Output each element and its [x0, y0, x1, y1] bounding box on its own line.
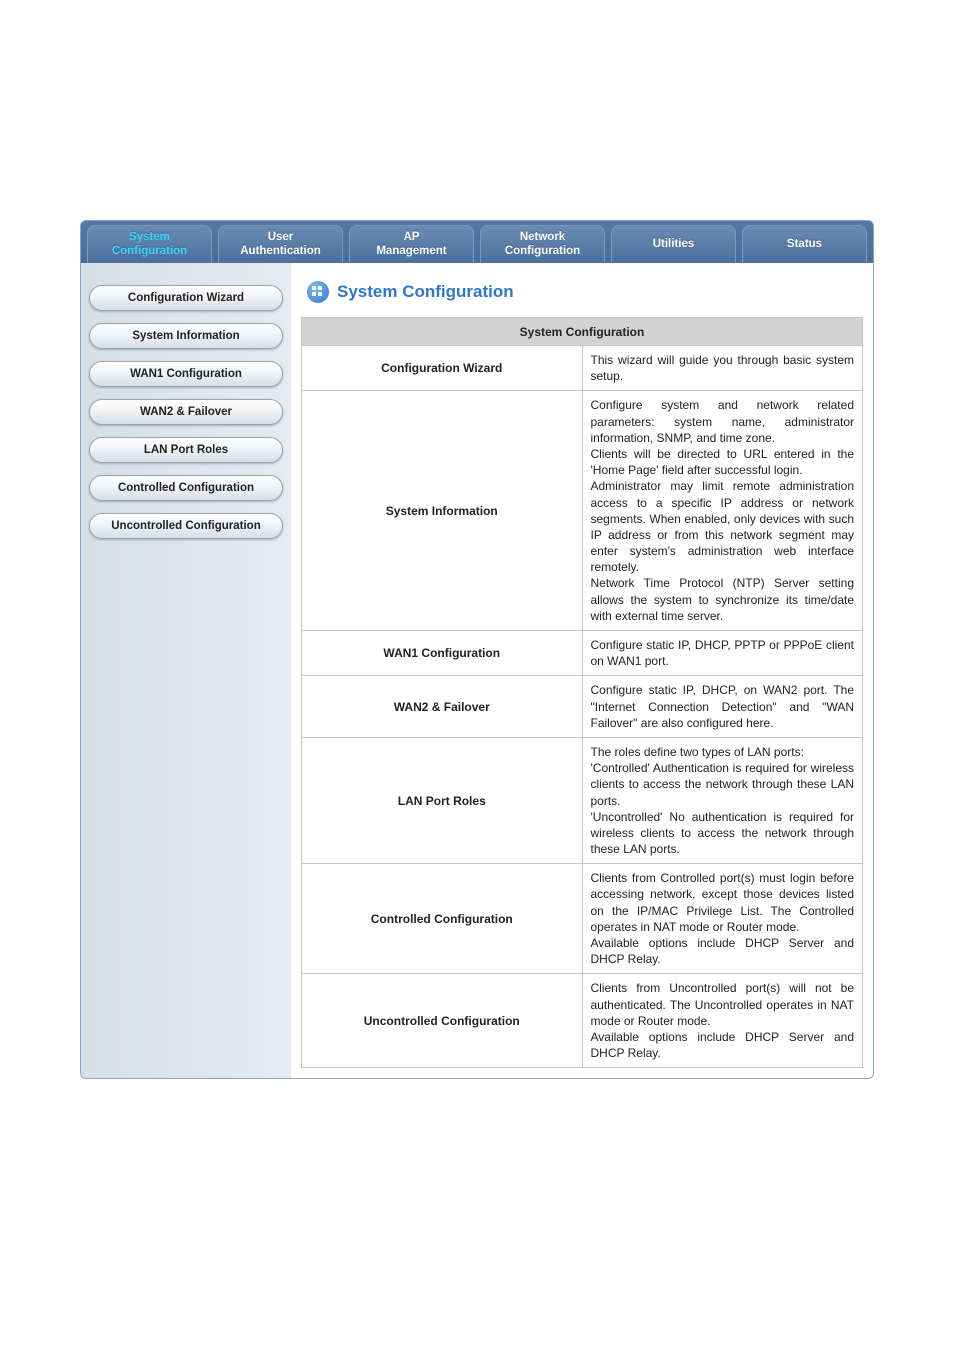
content-wrap: Configuration Wizard System Information …	[81, 263, 873, 1078]
sidebar-item-system-information[interactable]: System Information	[89, 323, 283, 349]
tab-label: APManagement	[376, 231, 446, 259]
table-row: WAN2 & Failover Configure static IP, DHC…	[302, 676, 863, 738]
tab-system-configuration[interactable]: SystemConfiguration	[87, 225, 212, 263]
sidebar: Configuration Wizard System Information …	[81, 263, 291, 1078]
sidebar-item-wan2-failover[interactable]: WAN2 & Failover	[89, 399, 283, 425]
sidebar-item-uncontrolled-configuration[interactable]: Uncontrolled Configuration	[89, 513, 283, 539]
row-desc: Configure system and network related par…	[582, 391, 863, 631]
row-label: LAN Port Roles	[302, 737, 583, 863]
tab-ap-management[interactable]: APManagement	[349, 225, 474, 263]
row-desc: Clients from Controlled port(s) must log…	[582, 864, 863, 974]
sidebar-item-label: WAN2 & Failover	[140, 406, 232, 418]
row-desc: Configure static IP, DHCP, on WAN2 port.…	[582, 676, 863, 738]
config-table: System Configuration Configuration Wizar…	[301, 317, 863, 1068]
row-desc: This wizard will guide you through basic…	[582, 346, 863, 391]
row-label: Uncontrolled Configuration	[302, 974, 583, 1068]
tab-label: NetworkConfiguration	[505, 231, 580, 259]
sidebar-item-label: Configuration Wizard	[128, 292, 244, 304]
row-desc: Configure static IP, DHCP, PPTP or PPPoE…	[582, 631, 863, 676]
tab-network-configuration[interactable]: NetworkConfiguration	[480, 225, 605, 263]
tab-status[interactable]: Status	[742, 225, 867, 263]
row-label: System Information	[302, 391, 583, 631]
sidebar-item-controlled-configuration[interactable]: Controlled Configuration	[89, 475, 283, 501]
page-title: System Configuration	[337, 282, 514, 302]
sidebar-item-configuration-wizard[interactable]: Configuration Wizard	[89, 285, 283, 311]
row-desc: Clients from Uncontrolled port(s) will n…	[582, 974, 863, 1068]
table-row: System Information Configure system and …	[302, 391, 863, 631]
row-label: Configuration Wizard	[302, 346, 583, 391]
sidebar-item-lan-port-roles[interactable]: LAN Port Roles	[89, 437, 283, 463]
sidebar-item-label: System Information	[132, 330, 239, 342]
table-row: LAN Port Roles The roles define two type…	[302, 737, 863, 863]
table-row: Configuration Wizard This wizard will gu…	[302, 346, 863, 391]
tab-label: Status	[787, 238, 822, 252]
table-row: WAN1 Configuration Configure static IP, …	[302, 631, 863, 676]
top-tabs: SystemConfiguration UserAuthentication A…	[81, 221, 873, 263]
sidebar-item-label: WAN1 Configuration	[130, 368, 242, 380]
tab-label: Utilities	[653, 238, 695, 252]
page-heading: System Configuration	[301, 281, 863, 303]
tab-label: UserAuthentication	[240, 231, 321, 259]
sidebar-item-label: Controlled Configuration	[118, 482, 254, 494]
sidebar-item-label: LAN Port Roles	[144, 444, 228, 456]
row-label: WAN2 & Failover	[302, 676, 583, 738]
app-container: SystemConfiguration UserAuthentication A…	[80, 220, 874, 1079]
tab-user-authentication[interactable]: UserAuthentication	[218, 225, 343, 263]
tab-utilities[interactable]: Utilities	[611, 225, 736, 263]
main-content: System Configuration System Configuratio…	[291, 263, 873, 1078]
row-desc: The roles define two types of LAN ports:…	[582, 737, 863, 863]
grid-icon	[307, 281, 329, 303]
row-label: Controlled Configuration	[302, 864, 583, 974]
table-row: Uncontrolled Configuration Clients from …	[302, 974, 863, 1068]
table-row: Controlled Configuration Clients from Co…	[302, 864, 863, 974]
sidebar-item-wan1-configuration[interactable]: WAN1 Configuration	[89, 361, 283, 387]
row-label: WAN1 Configuration	[302, 631, 583, 676]
tab-label: SystemConfiguration	[112, 231, 187, 259]
sidebar-item-label: Uncontrolled Configuration	[111, 520, 260, 532]
table-title: System Configuration	[302, 318, 863, 346]
